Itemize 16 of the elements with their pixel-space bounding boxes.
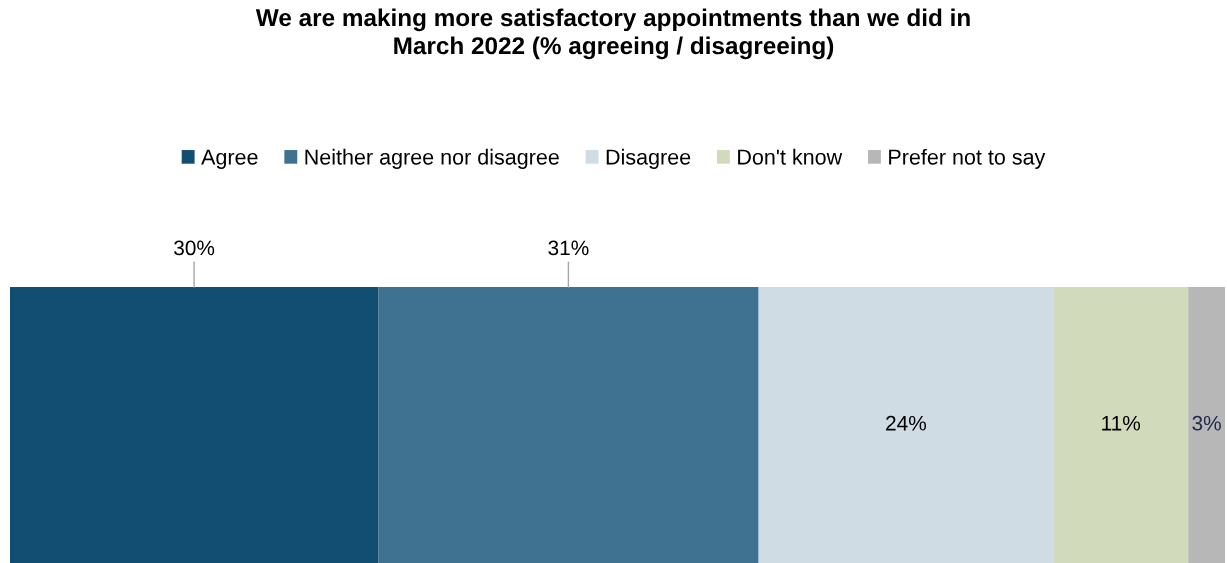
- bar: [758, 287, 1054, 563]
- data-label: 30%: [174, 240, 215, 256]
- legend-label: Neither agree nor disagree: [305, 148, 559, 169]
- legend-label: Don't know: [738, 148, 843, 165]
- bar: [10, 287, 379, 563]
- data-label: 31%: [548, 240, 589, 256]
- chart-title: We are making more satisfactory appointments than we did in March 2022 (% agreeing / disagreeing): [255, 8, 970, 60]
- legend-label: Prefer not to say: [889, 148, 1046, 169]
- legend-label: Disagree: [606, 148, 691, 169]
- legend-label: Agree: [201, 149, 258, 169]
- data-label: 11%: [1102, 415, 1141, 431]
- bar: [378, 287, 759, 563]
- data-label: 24%: [886, 415, 927, 431]
- bar: [1053, 287, 1189, 563]
- bar: [1188, 287, 1225, 563]
- data-label: 3%: [1192, 415, 1221, 431]
